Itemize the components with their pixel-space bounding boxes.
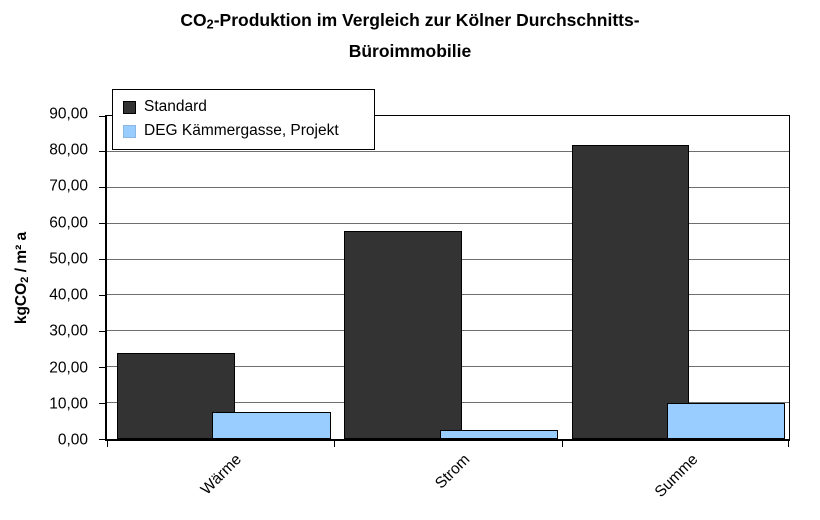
chart-title-subscript: 2	[206, 17, 214, 32]
y-axis-tick-label-60: 60,00	[49, 214, 88, 232]
legend-entry-projekt: DEG Kämmergasse, Projekt	[123, 119, 364, 143]
chart-title-text: CO	[180, 10, 207, 30]
y-axis-tick-10	[99, 402, 105, 404]
legend-label: Standard	[144, 98, 207, 115]
chart-title-line2: Büroimmobilie	[348, 41, 472, 62]
y-axis-tick-50	[99, 259, 105, 261]
y-axis-tick-label-50: 50,00	[49, 250, 88, 268]
category-group-strom	[334, 116, 561, 439]
y-axis-tick-70	[99, 187, 105, 189]
y-axis-tick-label-10: 10,00	[49, 395, 88, 413]
plot-area	[99, 115, 790, 447]
x-axis-tick-3	[788, 440, 789, 447]
category-label-wärme: Wärme	[197, 451, 246, 499]
x-axis-tick-1	[334, 440, 336, 447]
gridline-60	[107, 222, 789, 224]
y-axis-tick-label-0: 0,00	[57, 431, 88, 449]
y-axis-tick-label-40: 40,00	[49, 286, 88, 304]
y-axis-tick-label-80: 80,00	[49, 141, 88, 159]
y-axis-tick-40	[99, 294, 105, 296]
legend-swatch-projekt-icon	[123, 124, 136, 138]
y-axis-tick-label-90: 90,00	[49, 105, 88, 123]
legend: Standard DEG Kämmergasse, Projekt	[112, 89, 375, 150]
bar-deg-kämmergasse-projekt-strom	[439, 430, 558, 439]
y-axis-tick-labels: 0,00 10,00 20,00 30,00 40,00 50,00 60,00 70,00 8…	[0, 106, 96, 448]
gridline-70	[107, 186, 789, 188]
legend-label: DEG Kämmergasse, Projekt	[144, 122, 339, 139]
x-axis-tick-2	[561, 440, 563, 447]
y-axis-tick-90	[99, 115, 105, 117]
y-axis-tick-60	[99, 223, 105, 225]
y-axis-tick-80	[99, 151, 105, 153]
legend-swatch-standard-icon	[123, 100, 136, 114]
legend-entry-standard: Standard	[123, 95, 364, 119]
x-axis-tick-0	[107, 440, 108, 447]
y-axis-tick-label-20: 20,00	[49, 359, 88, 377]
x-axis-category-labels: Wärme Strom Summe	[105, 443, 790, 518]
y-axis-tick-label-30: 30,00	[49, 322, 88, 340]
bar-standard-strom	[344, 230, 463, 439]
bar-deg-kämmergasse-projekt-wärme	[212, 412, 331, 439]
category-group-summe	[562, 116, 789, 439]
y-axis-tick-30	[99, 330, 105, 332]
y-axis-tick-20	[99, 366, 105, 368]
gridline-80	[107, 150, 789, 152]
y-axis-tick-0	[99, 438, 105, 440]
chart-title-line1: CO2-Produktion im Vergleich zur Kölner D…	[180, 10, 640, 32]
chart-title-text: -Produktion im Vergleich zur Kölner Durc…	[213, 10, 640, 30]
category-group-wärme	[107, 116, 334, 439]
category-label-strom: Strom	[432, 451, 474, 493]
bar-standard-summe	[571, 144, 690, 439]
category-label-summe: Summe	[652, 451, 702, 501]
chart-title: CO2-Produktion im Vergleich zur Kölner D…	[0, 7, 820, 65]
y-axis-tick-label-70: 70,00	[49, 177, 88, 195]
bar-deg-kämmergasse-projekt-summe	[667, 403, 786, 439]
